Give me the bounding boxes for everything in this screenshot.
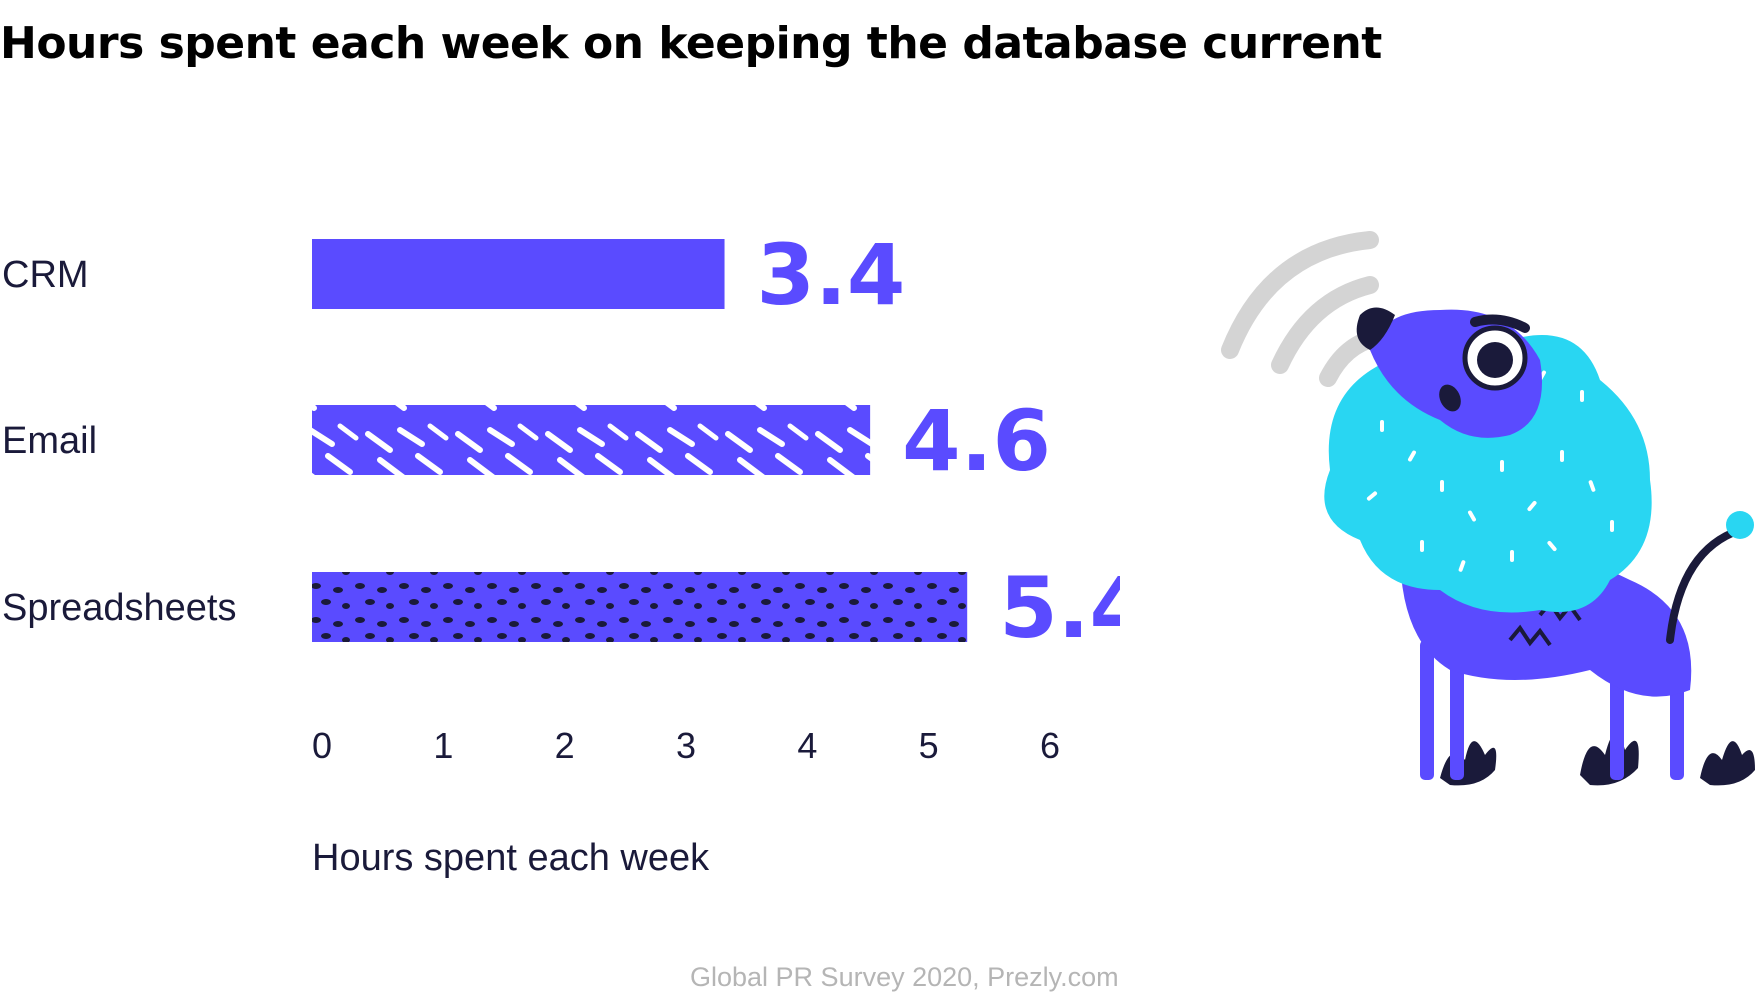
x-tick-label: 0 xyxy=(312,725,332,766)
x-tick-label: 6 xyxy=(1040,725,1060,766)
x-tick-label: 3 xyxy=(676,725,696,766)
bar-spreadsheets xyxy=(312,572,968,642)
value-label: 4.6 xyxy=(902,392,1051,490)
x-tick-label: 2 xyxy=(555,725,575,766)
mascot-illustration xyxy=(1221,231,1755,786)
x-tick-label: 1 xyxy=(433,725,453,766)
signal-waves xyxy=(1221,231,1384,387)
mascot-mane xyxy=(1324,333,1652,613)
chart-title: Hours spent each week on keeping the dat… xyxy=(0,18,1382,69)
bar-crm xyxy=(312,239,725,309)
value-label: 3.4 xyxy=(757,226,906,324)
x-axis-label: Hours spent each week xyxy=(312,837,710,879)
bar-chart: CRM Email Spreadsheets 3.4 4.6 5.4 0 1 2 3 4 5 6 H… xyxy=(2,226,1120,879)
x-tick-label: 4 xyxy=(797,725,817,766)
bar-email xyxy=(312,405,871,475)
category-label: Spreadsheets xyxy=(2,587,237,629)
x-tick-label: 5 xyxy=(919,725,939,766)
source-note: Global PR Survey 2020, Prezly.com xyxy=(690,962,1119,992)
value-label: 5.4 xyxy=(999,559,1120,657)
category-label: Email xyxy=(2,420,97,462)
category-label: CRM xyxy=(2,254,89,296)
grass-tufts xyxy=(1440,733,1755,786)
